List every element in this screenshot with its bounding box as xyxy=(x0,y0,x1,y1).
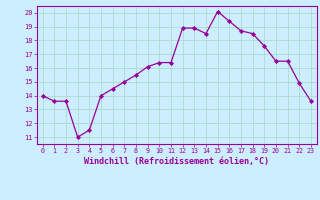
X-axis label: Windchill (Refroidissement éolien,°C): Windchill (Refroidissement éolien,°C) xyxy=(84,157,269,166)
